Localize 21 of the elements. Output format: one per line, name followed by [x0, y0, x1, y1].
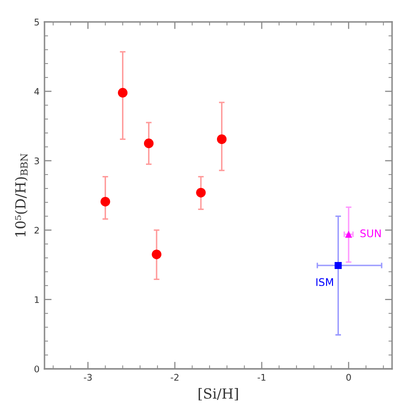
- y-tick-label: 0: [34, 366, 40, 372]
- y-tick-label: 2: [34, 226, 39, 234]
- x-tick-label: -3: [84, 374, 92, 381]
- point: [216, 134, 227, 144]
- point: [144, 138, 154, 148]
- y-axis-title: 10⁵(D/H)$_{BBN}$: [14, 154, 28, 236]
- point: [196, 188, 206, 198]
- x-tick-label: 0: [346, 374, 351, 381]
- point: [334, 262, 342, 270]
- point: [118, 88, 128, 98]
- x-tick-label: -1: [258, 374, 266, 381]
- y-tick-label: 5: [34, 18, 39, 26]
- x-tick-label: -2: [170, 374, 178, 381]
- series-label: ISM: [316, 278, 333, 286]
- y-tick-label: 1: [34, 296, 39, 303]
- point: [152, 250, 162, 260]
- y-tick-label: 3: [34, 157, 39, 164]
- point: [100, 196, 110, 206]
- x-axis-title: [Si/H]: [198, 388, 238, 400]
- y-tick-label: 4: [34, 88, 40, 95]
- series-label: SUN: [360, 229, 381, 238]
